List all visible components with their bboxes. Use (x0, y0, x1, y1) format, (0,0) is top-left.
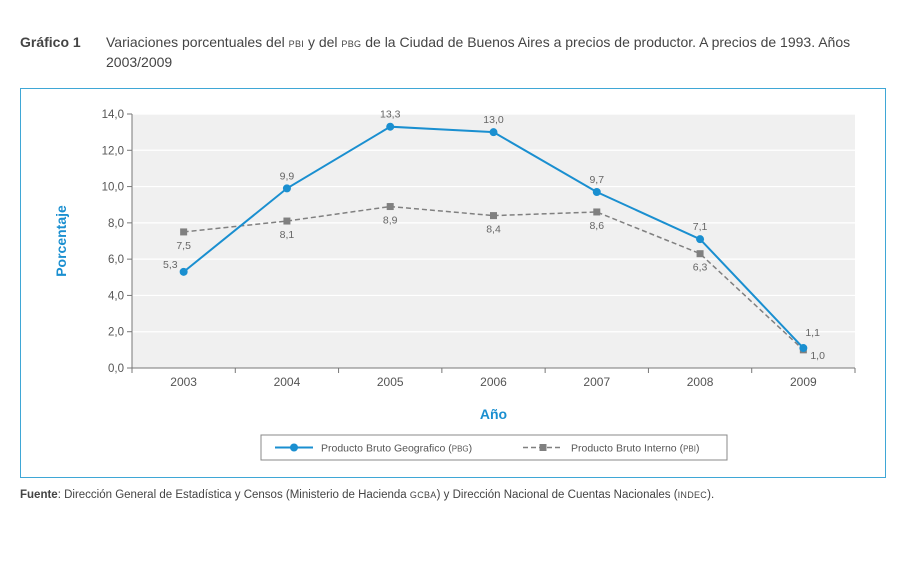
data-label-pbg: 7,1 (693, 221, 708, 233)
data-point-pbg (179, 267, 188, 276)
data-point-pbg (489, 128, 498, 137)
source-note: Fuente: Dirección General de Estadística… (20, 489, 714, 501)
y-axis-title: Porcentaje (53, 205, 69, 277)
legend-paren-pbg: ) (469, 443, 473, 455)
legend-label-pbg: Producto Bruto Geografico (PBG) (321, 443, 472, 455)
data-point-pbi (593, 208, 601, 216)
y-tick-label: 2,0 (108, 327, 124, 339)
data-point-pbg (592, 188, 601, 197)
y-tick-label: 12,0 (102, 145, 124, 157)
data-point-pbi (180, 228, 188, 236)
y-tick-label: 0,0 (108, 363, 124, 375)
y-tick-label: 8,0 (108, 218, 124, 230)
data-point-pbg (696, 235, 705, 244)
x-tick-label: 2003 (170, 375, 197, 389)
data-label-pbg: 13,3 (380, 109, 401, 121)
y-tick-label: 14,0 (102, 109, 124, 121)
x-tick-label: 2008 (687, 375, 714, 389)
y-tick-label: 10,0 (102, 182, 124, 194)
source-label: Fuente (20, 489, 58, 501)
abbr-pbg: PBG (341, 39, 362, 49)
data-label-pbi: 7,5 (176, 240, 191, 252)
plot-area (132, 114, 855, 368)
data-label-pbi: 6,3 (693, 262, 708, 274)
data-label-pbi: 8,1 (280, 229, 295, 241)
data-label-pbg: 1,1 (805, 327, 820, 339)
title-part-3: de la Ciudad de Buenos Aires a precios d… (106, 34, 851, 70)
title-part-2: y del (304, 34, 342, 50)
title-part-1: Variaciones porcentuales del (106, 34, 289, 50)
x-tick-label: 2004 (274, 375, 301, 389)
abbr-pbi: PBI (288, 39, 305, 49)
figure-caption: Gráfico 1 Variaciones porcentuales del P… (20, 33, 890, 71)
figure-label: Gráfico 1 (20, 34, 81, 50)
x-tick-label: 2005 (377, 375, 404, 389)
legend-name-pbi: Producto Bruto Interno ( (571, 443, 684, 455)
legend-abbr-pbi: PBI (683, 445, 696, 454)
data-label-pbg: 5,3 (163, 259, 178, 271)
legend-swatch-pbg-marker (290, 443, 298, 452)
data-point-pbi (386, 203, 394, 211)
data-label-pbg: 13,0 (483, 114, 504, 126)
legend-paren-pbi: ) (696, 443, 700, 455)
figure-title: Variaciones porcentuales del PBI y del P… (106, 33, 890, 71)
x-tick-label: 2007 (583, 375, 610, 389)
data-point-pbi (490, 212, 497, 220)
x-tick-label: 2006 (480, 375, 507, 389)
source-text-c: ). (707, 489, 715, 501)
legend-name-pbg: Producto Bruto Geografico ( (321, 443, 452, 455)
legend-swatch-pbi-marker (539, 444, 547, 451)
data-label-pbg: 9,7 (589, 174, 604, 186)
data-point-pbg (386, 122, 395, 131)
abbr-gcba: GCBA (409, 490, 437, 500)
data-label-pbi: 1,0 (810, 350, 825, 362)
legend-box (260, 434, 728, 461)
data-label-pbi: 8,9 (383, 215, 398, 227)
x-axis-title: Año (480, 406, 507, 422)
data-point-pbg (282, 184, 291, 193)
line-chart: 5,3 9,9 13,3 13,0 9,7 7,1 1,1 7,5 8,1 8,9 8,4 8,6 6,… (53, 109, 856, 461)
abbr-indec: INDEC (677, 490, 708, 500)
chart-frame: 5,3 9,9 13,3 13,0 9,7 7,1 1,1 7,5 8,1 8,9 8,4 8,6 6,… (20, 88, 886, 478)
y-tick-label: 6,0 (108, 254, 124, 266)
data-point-pbi (696, 250, 704, 258)
legend-label-pbi: Producto Bruto Interno (PBI) (571, 443, 699, 455)
data-label-pbi: 8,4 (486, 224, 501, 236)
data-label-pbi: 8,6 (589, 220, 604, 232)
data-label-pbg: 9,9 (280, 170, 295, 182)
data-point-pbi (283, 217, 291, 225)
source-text-b: ) y Dirección Nacional de Cuentas Nacion… (436, 489, 678, 501)
y-tick-label: 4,0 (108, 290, 124, 302)
source-text-a: : Dirección General de Estadística y Cen… (57, 489, 410, 501)
x-tick-label: 2009 (790, 375, 817, 389)
data-point-pbg (799, 344, 808, 353)
legend-abbr-pbg: PBG (452, 445, 469, 454)
